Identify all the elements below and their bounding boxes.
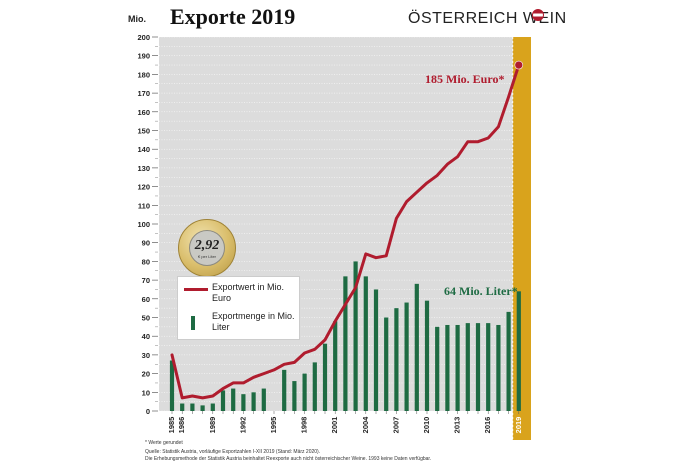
y-tick-label: 10 [142, 388, 150, 397]
bar-1987 [190, 403, 195, 411]
x-tick-label: 2019 [514, 417, 523, 434]
bar-2009 [414, 283, 419, 411]
y-tick-label: 100 [137, 220, 150, 229]
bar-2018 [506, 311, 511, 411]
badge-value: 2,92 [194, 238, 220, 253]
x-tick-label: 1995 [269, 417, 278, 434]
bar-2006 [384, 317, 389, 411]
price-per-liter-badge: 2,92 € per Liter [178, 219, 236, 277]
x-tick-label: 2013 [453, 417, 462, 434]
badge-sub: € per Liter [197, 254, 216, 259]
x-tick-label: 1992 [238, 417, 247, 434]
y-tick-label: 120 [137, 183, 150, 192]
x-axis-ticks: 1985 1986 1989 1992 1995 1998 2001 2004 2007 2010… [167, 411, 523, 433]
bar-1997 [292, 381, 297, 411]
bar-2001 [333, 321, 338, 411]
footnote-rounded: * Werte gerundet [145, 440, 183, 446]
legend-bar-label: Exportmenge in Mio. Liter [212, 311, 295, 332]
bar-1998 [302, 373, 307, 411]
bar-2015 [475, 323, 481, 411]
bar-2013 [455, 324, 460, 411]
bars-export-volume [169, 261, 521, 411]
chart-legend: Exportwert in Mio. Euro Exportmenge in M… [177, 276, 300, 340]
bar-2017 [496, 324, 501, 411]
x-tick-label: 2010 [422, 417, 431, 434]
bar-1992 [241, 394, 246, 411]
bar-1986 [180, 403, 185, 411]
y-tick-label: 30 [142, 351, 150, 360]
bar-1990 [220, 390, 226, 411]
bar-1993 [251, 392, 256, 411]
bar-1989 [210, 403, 215, 411]
bar-1988 [200, 405, 205, 411]
y-tick-label: 20 [142, 370, 150, 379]
y-tick-label: 140 [137, 145, 150, 154]
y-tick-label: 150 [137, 127, 150, 136]
bar-1991 [231, 388, 236, 411]
bar-2011 [435, 326, 440, 411]
y-tick-label: 80 [142, 257, 150, 266]
bar-2014 [465, 323, 470, 411]
bar-2004 [363, 276, 368, 411]
bar-2012 [445, 324, 450, 411]
bar-2002 [343, 276, 348, 411]
bar-2000 [322, 343, 328, 411]
page-title: Exporte 2019 [170, 4, 296, 29]
austria-flag-icon [532, 9, 544, 21]
annotation-export-value: 185 Mio. Euro* [425, 72, 505, 86]
bar-2007 [394, 308, 399, 411]
y-tick-label: 0 [146, 407, 150, 416]
x-tick-label: 1998 [300, 417, 309, 434]
line-end-marker [514, 60, 524, 70]
annotation-export-volume: 64 Mio. Liter* [444, 284, 518, 298]
y-tick-label: 110 [138, 201, 150, 210]
x-tick-label: 2004 [361, 416, 370, 434]
y-tick-label: 60 [142, 295, 150, 304]
x-tick-label: 2016 [483, 417, 492, 434]
bar-2005 [373, 289, 379, 411]
bar-2019 [516, 291, 521, 411]
bar-1999 [312, 362, 317, 411]
y-tick-label: 50 [142, 314, 150, 323]
legend-bar-swatch [191, 316, 195, 330]
footnote-source: Quelle: Statistik Austria, vorläufige Ex… [145, 449, 321, 455]
y-tick-label: 190 [137, 52, 150, 61]
bar-1994 [261, 388, 266, 411]
y-tick-label: 170 [137, 89, 150, 98]
bar-2010 [424, 300, 430, 411]
y-tick-label: 200 [137, 33, 150, 42]
x-tick-label: 1989 [208, 417, 217, 434]
legend-line-swatch [184, 288, 208, 291]
brand-logo-text: ÖSTERREICH WEIN [408, 10, 567, 27]
bar-1985 [169, 360, 175, 411]
line-export-value [170, 63, 521, 400]
x-tick-label: 1986 [177, 417, 186, 434]
y-tick-label: 160 [137, 108, 150, 117]
x-tick-label: 2001 [330, 417, 339, 434]
y-tick-label: 70 [142, 276, 150, 285]
bar-2008 [404, 302, 409, 411]
bar-2016 [486, 323, 491, 411]
x-tick-label: 1985 [167, 417, 176, 434]
y-tick-label: 180 [137, 70, 150, 79]
badge-inner: 2,92 € per Liter [189, 230, 225, 266]
bar-1996 [282, 369, 287, 411]
y-tick-label: 40 [142, 332, 150, 341]
x-tick-label: 2007 [391, 417, 400, 434]
y-tick-label: 130 [137, 164, 150, 173]
bar-2003 [353, 261, 358, 411]
y-axis-unit: Mio. [128, 14, 146, 24]
legend-line-label: Exportwert in Mio. Euro [212, 282, 285, 303]
y-axis-ticks: 0 10 20 30 40 50 60 70 80 90 100 110 120 130 140 150 160… [137, 33, 158, 416]
highlight-2019-band [512, 37, 531, 440]
y-tick-label: 90 [142, 239, 150, 248]
footnote-method: Die Erhebungsmethode der Statistik Austr… [145, 456, 432, 462]
